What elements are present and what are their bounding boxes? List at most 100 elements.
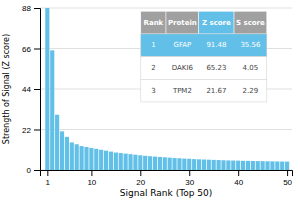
bar <box>251 161 255 170</box>
bar <box>241 161 245 170</box>
bar <box>226 160 230 170</box>
bar <box>80 146 84 170</box>
y-axis-title: Strength of Signal (Z score) <box>2 34 11 144</box>
chart: 1 10 20 30 40 50 0 22 44 66 88 Rank Protein Z score S … <box>0 0 300 200</box>
tick: 66 <box>22 45 40 54</box>
bar <box>148 156 152 170</box>
bar <box>197 159 201 170</box>
tick: 20 <box>136 170 145 187</box>
bar <box>45 8 49 170</box>
tick: 44 <box>22 85 40 94</box>
table-cell: 2 <box>151 64 155 72</box>
grid-line <box>40 8 292 9</box>
table-cell: 35.56 <box>240 41 261 49</box>
axis-line <box>41 171 293 177</box>
bar <box>256 161 260 170</box>
bar <box>153 157 157 170</box>
tick-label: 50 <box>283 178 292 187</box>
tick-mark <box>34 8 40 9</box>
plot-area: 1 10 20 30 40 50 0 22 44 66 88 Rank Protein Z score S … <box>22 4 293 187</box>
grid-line <box>40 129 292 130</box>
tick-label: 1 <box>46 178 51 187</box>
table-cell: 3 <box>151 87 155 95</box>
tick-mark <box>238 170 239 176</box>
table-header-cell <box>166 11 199 34</box>
table-cell: 65.23 <box>206 64 226 72</box>
grid <box>40 8 292 170</box>
bar <box>202 160 206 170</box>
tick: 50 <box>283 170 292 187</box>
table-header-cell <box>234 11 267 34</box>
bar <box>124 154 128 170</box>
tick-mark <box>34 130 40 131</box>
tick-label: 0 <box>27 166 32 175</box>
bar <box>133 155 137 170</box>
table-cell: 4.05 <box>243 64 259 72</box>
tick: 22 <box>22 126 40 135</box>
tick-label: 44 <box>22 85 31 94</box>
axis-line <box>34 9 41 171</box>
tick-mark <box>47 170 48 176</box>
bar <box>187 159 191 170</box>
bar <box>265 161 269 170</box>
table-cell: TPM2 <box>172 87 192 95</box>
bar <box>89 148 93 170</box>
bar <box>99 150 103 170</box>
table-header-cell <box>141 11 166 34</box>
tick-label: 20 <box>136 178 145 187</box>
table-header: Rank <box>144 19 164 27</box>
bar <box>212 160 216 170</box>
tick-label: 22 <box>22 126 31 135</box>
bar <box>109 152 113 170</box>
bar <box>246 161 250 170</box>
bar <box>207 160 211 170</box>
tick-label: 10 <box>87 178 96 187</box>
bar <box>70 142 74 170</box>
table-header-cell <box>199 11 234 34</box>
tick-mark <box>140 170 141 176</box>
tick-mark <box>34 49 40 50</box>
tick-mark <box>189 170 190 176</box>
bars <box>45 8 289 170</box>
bar <box>60 131 64 170</box>
bar <box>270 161 274 170</box>
table-row <box>141 79 267 102</box>
bar <box>138 155 142 170</box>
bar <box>172 158 176 170</box>
tick-label: 66 <box>22 45 31 54</box>
table-header: Protein <box>168 19 197 27</box>
bar <box>55 115 59 170</box>
bar <box>104 151 108 170</box>
bar <box>182 159 186 170</box>
bar <box>163 157 167 170</box>
bar <box>119 153 123 170</box>
bar <box>75 144 79 170</box>
bar <box>275 161 279 170</box>
bar <box>261 161 265 170</box>
bar <box>84 147 88 170</box>
table: RankProteinZ scoreS score1GFAP91.4835.56… <box>141 11 267 102</box>
tick-label: 30 <box>185 178 194 187</box>
bar <box>94 149 98 170</box>
tick-label: 40 <box>234 178 243 187</box>
table-header: S score <box>236 19 265 27</box>
bar <box>143 156 147 170</box>
bar <box>280 162 284 170</box>
tick-mark <box>34 89 40 90</box>
bar <box>158 157 162 170</box>
bar <box>50 50 54 170</box>
bar <box>114 153 118 170</box>
tick-label: 88 <box>22 4 31 13</box>
bar <box>217 160 221 170</box>
tick: 40 <box>234 170 243 187</box>
table-cell: DAKI6 <box>172 64 194 72</box>
bar <box>221 160 225 170</box>
tick: 88 <box>22 4 40 13</box>
table-row <box>141 34 267 57</box>
y-axis: 0 22 44 66 88 <box>22 4 40 175</box>
bar <box>285 162 289 170</box>
table-header: Z score <box>202 19 231 27</box>
bar <box>65 137 69 170</box>
bar <box>236 161 240 170</box>
tick-mark <box>287 170 288 176</box>
